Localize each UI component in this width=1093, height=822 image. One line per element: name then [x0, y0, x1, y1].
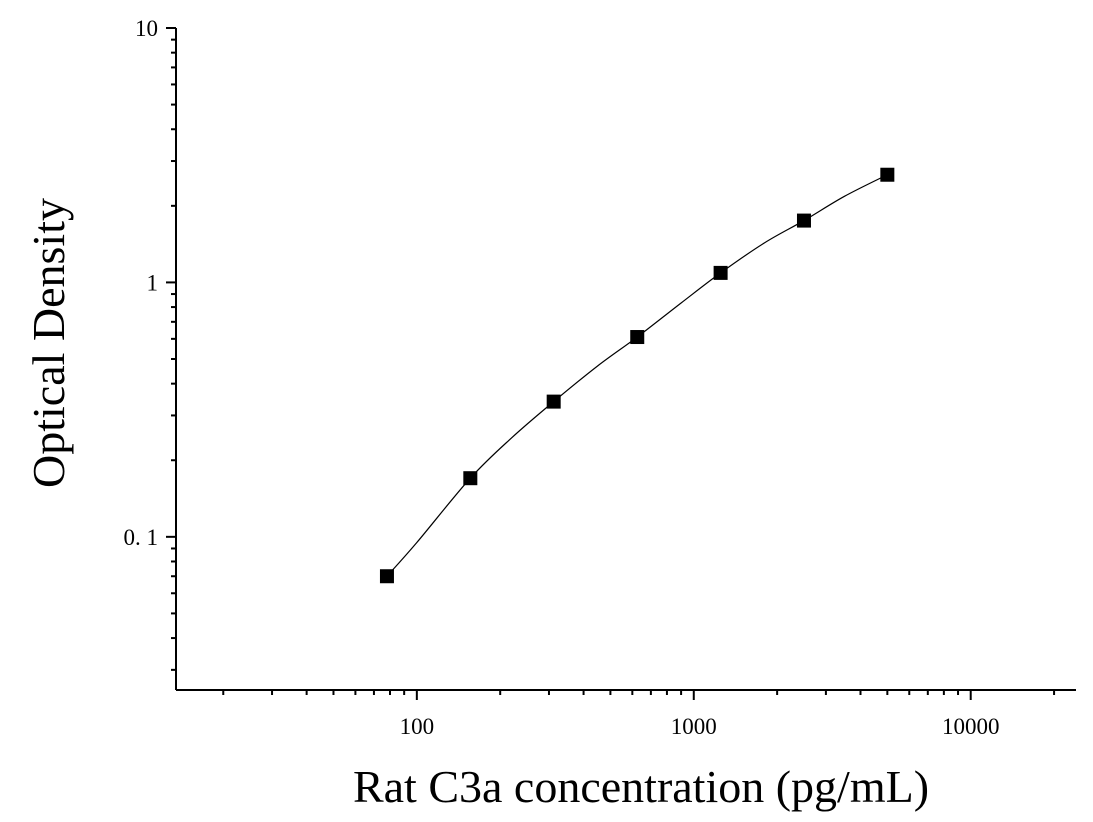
y-axis-title: Optical Density	[23, 198, 74, 488]
x-tick-label: 10000	[942, 714, 1000, 739]
data-point	[463, 471, 478, 486]
data-point	[713, 265, 728, 280]
y-tick-label: 1	[147, 270, 159, 295]
x-tick-label: 100	[400, 714, 435, 739]
data-point	[379, 569, 394, 584]
x-axis-title: Rat C3a concentration (pg/mL)	[353, 761, 929, 812]
y-tick-label: 10	[135, 16, 158, 41]
y-tick-label: 0. 1	[124, 525, 159, 550]
data-point	[880, 167, 895, 182]
data-point	[630, 330, 645, 345]
data-point	[546, 394, 561, 409]
data-point	[796, 213, 811, 228]
fit-curve-layer	[386, 174, 888, 577]
data-points-layer	[379, 167, 895, 584]
axes-layer: 100 1000 10000 0. 1 1 10	[124, 16, 1076, 739]
x-tick-label: 1000	[671, 714, 717, 739]
fit-curve-line	[386, 174, 888, 577]
